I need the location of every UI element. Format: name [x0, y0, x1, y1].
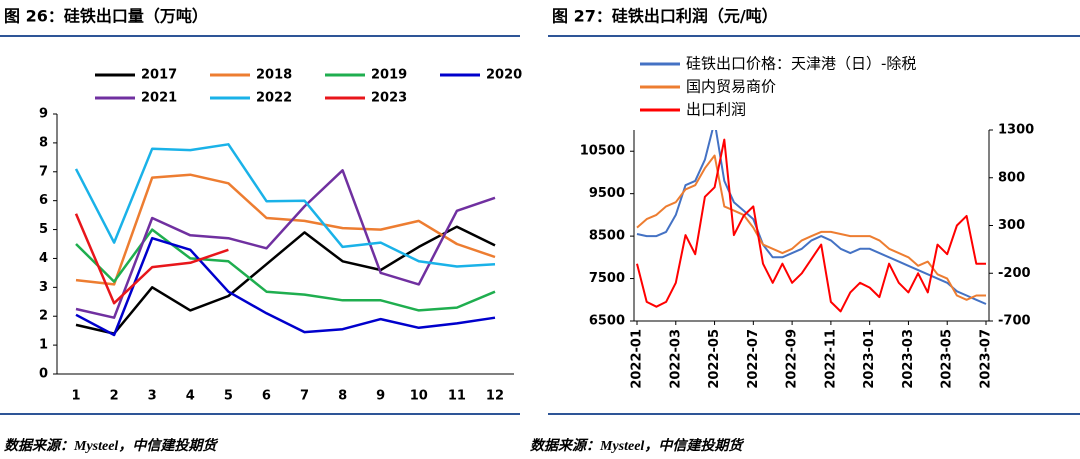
series-line	[75, 169, 496, 319]
x-tick-label: 9	[376, 389, 385, 404]
x-tick-label: 2023-03	[901, 329, 916, 389]
legend-label: 出口利润	[686, 101, 746, 119]
y-tick-label: 7500	[589, 271, 625, 286]
y-tick-label: 3	[39, 280, 48, 295]
x-tick-label: 11	[448, 389, 466, 404]
x-tick-label: 2023-07	[979, 329, 994, 389]
x-tick-label: 2022-07	[746, 329, 761, 389]
y-tick-label: 9500	[589, 186, 625, 201]
legend-label: 国内贸易商价	[686, 78, 776, 96]
x-tick-label: 12	[486, 389, 504, 404]
y-tick-label: 0	[39, 367, 48, 382]
y-tick-label: 8500	[589, 229, 625, 244]
y-tick-label: 6	[39, 193, 48, 208]
x-tick-label: 2023-01	[862, 329, 877, 389]
x-tick-label: 7	[300, 389, 309, 404]
series-line	[75, 225, 496, 335]
x-tick-label: 4	[186, 389, 195, 404]
y2-tick-label: 800	[998, 170, 1025, 185]
legend-label: 2021	[141, 91, 177, 106]
y-tick-label: 2	[39, 309, 48, 324]
x-tick-label: 2022-01	[630, 329, 645, 389]
source-note: 数据来源：Mysteel，中信建投期货	[4, 437, 218, 454]
x-tick-label: 2022-09	[785, 329, 800, 389]
legend-label: 2018	[256, 68, 292, 83]
x-tick-label: 1	[72, 389, 81, 404]
x-tick-label: 2	[110, 389, 119, 404]
series-line	[636, 138, 986, 313]
y-tick-label: 4	[39, 251, 48, 266]
x-tick-label: 2022-05	[707, 329, 722, 389]
legend-label: 2019	[371, 68, 407, 83]
x-tick-label: 6	[262, 389, 271, 404]
chart-title: 图 26：硅铁出口量（万吨）	[4, 7, 208, 26]
series-line	[74, 213, 229, 305]
x-tick-label: 2022-03	[668, 329, 683, 389]
y2-tick-label: -200	[998, 266, 1031, 281]
series-line	[636, 130, 987, 305]
y-tick-label: 8	[39, 135, 48, 150]
x-tick-label: 5	[224, 389, 233, 404]
x-tick-label: 2022-11	[823, 329, 838, 389]
legend-label: 2020	[486, 68, 522, 83]
y-tick-label: 10500	[580, 144, 625, 159]
series-line	[75, 173, 496, 286]
series-line	[75, 236, 496, 337]
y2-tick-label: -700	[998, 314, 1031, 329]
y-tick-label: 7	[39, 164, 48, 179]
x-tick-label: 8	[338, 389, 347, 404]
series-line	[74, 143, 496, 268]
y2-tick-label: 1300	[998, 123, 1034, 138]
x-tick-label: 3	[148, 389, 157, 404]
y-tick-label: 9	[39, 107, 48, 122]
source-note: 数据来源：Mysteel，中信建投期货	[530, 437, 744, 454]
x-tick-label: 10	[410, 389, 428, 404]
series-line	[75, 228, 496, 312]
series-line	[636, 154, 986, 301]
y2-tick-label: 300	[998, 218, 1025, 233]
legend-label: 2023	[371, 91, 407, 106]
legend-label: 2022	[256, 91, 292, 106]
legend-label: 2017	[141, 68, 177, 83]
y-tick-label: 1	[39, 338, 48, 353]
y-tick-label: 6500	[589, 314, 625, 329]
legend-label: 硅铁出口价格：天津港（日）-除税	[686, 55, 916, 73]
x-tick-label: 2023-05	[940, 329, 955, 389]
chart-title: 图 27：硅铁出口利润（元/吨）	[552, 7, 778, 26]
y-tick-label: 5	[39, 222, 48, 237]
